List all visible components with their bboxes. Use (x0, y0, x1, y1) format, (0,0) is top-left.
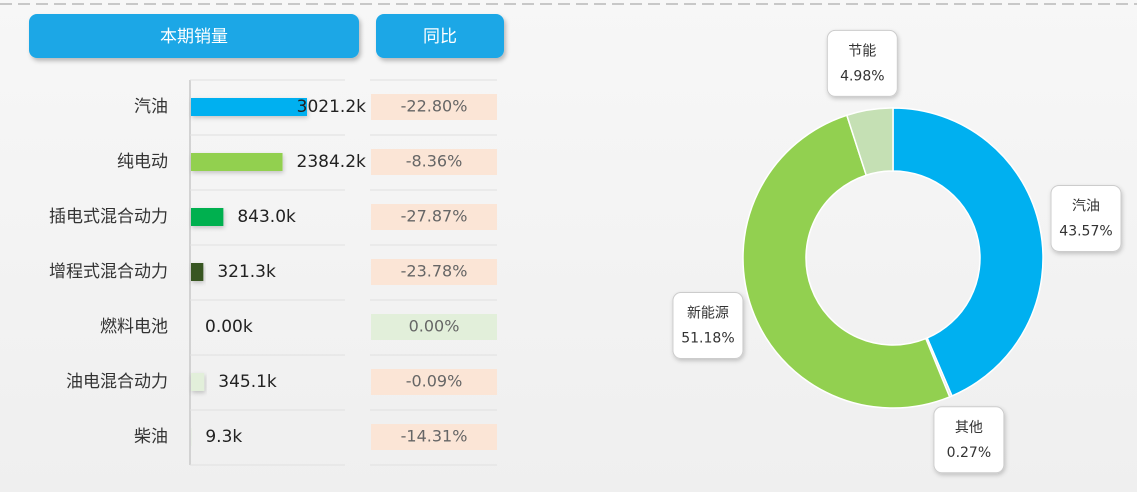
yoy-label: -0.09% (406, 372, 463, 391)
header-pill (376, 14, 504, 58)
value-label: 321.3k (217, 262, 276, 282)
yoy-cell (371, 94, 497, 120)
category-label: 汽油 (134, 97, 168, 117)
category-label: 纯电动 (117, 152, 168, 172)
yoy-cell (371, 424, 497, 450)
value-label: 843.0k (237, 207, 296, 227)
callout-box (672, 292, 744, 360)
yoy-label: -14.31% (401, 427, 468, 446)
donut-slice (892, 107, 1044, 397)
category-label: 增程式混合动力 (49, 262, 168, 282)
yoy-cell (371, 149, 497, 175)
callout-name: 汽油 (1072, 198, 1100, 214)
callout-value: 51.18% (681, 331, 734, 347)
yoy-label: -8.36% (406, 152, 463, 171)
value-label: 0.00k (205, 317, 253, 337)
category-label: 柴油 (134, 427, 168, 447)
yoy-label: -22.80% (401, 97, 468, 116)
yoy-label: -23.78% (401, 262, 468, 281)
category-label: 油电混合动力 (66, 372, 168, 392)
value-label: 345.1k (218, 372, 277, 392)
header-pill (29, 14, 359, 58)
callout-box (1050, 184, 1122, 252)
category-label: 插电式混合动力 (49, 207, 168, 227)
callout-value: 4.98% (840, 68, 884, 84)
bar (191, 263, 204, 281)
yoy-label: 0.00% (409, 317, 460, 336)
yoy-cell (371, 314, 497, 340)
value-label: 9.3k (205, 427, 242, 447)
callout-box (933, 406, 1005, 474)
yoy-title: 同比 (423, 27, 457, 47)
callout-box (826, 29, 898, 97)
bar (191, 153, 283, 171)
callout-name: 节能 (848, 43, 876, 59)
bar-title: 本期销量 (160, 27, 228, 47)
category-label: 燃料电池 (100, 317, 168, 337)
donut-slice (845, 107, 894, 177)
value-label: 2384.2k (297, 152, 366, 172)
yoy-label: -27.87% (401, 207, 468, 226)
bar (191, 98, 307, 116)
value-label: 3021.2k (297, 97, 366, 117)
callout-value: 43.57% (1059, 223, 1112, 239)
yoy-cell (371, 259, 497, 285)
callout-name: 新能源 (687, 306, 729, 322)
bar (191, 208, 224, 226)
callout-name: 其他 (955, 420, 983, 436)
yoy-cell (371, 369, 497, 395)
donut-slice (742, 114, 951, 409)
callout-value: 0.27% (947, 445, 991, 461)
bar (191, 373, 205, 391)
yoy-cell (371, 204, 497, 230)
